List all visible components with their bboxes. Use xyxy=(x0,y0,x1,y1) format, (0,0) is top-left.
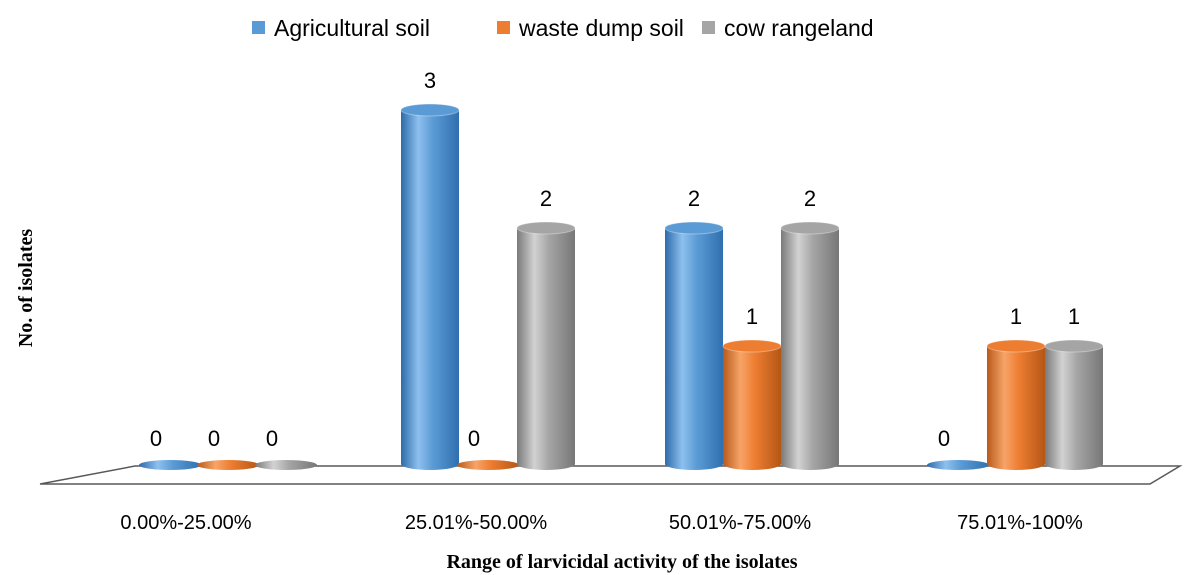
bar-agricultural-soil-3-body xyxy=(665,228,723,470)
bar-waste-dump-soil-2 xyxy=(457,460,519,470)
data-label-cow-rangeland-3: 2 xyxy=(804,186,816,211)
x-tick-labels: 0.00%-25.00% 25.01%-50.00% 50.01%-75.00% 75… xyxy=(120,512,1083,534)
bar-agricultural-soil-3-cap xyxy=(664,221,724,235)
legend-item-agricultural-soil: Agricultural soil xyxy=(252,15,430,41)
data-label-agricultural-soil-2: 3 xyxy=(424,68,436,93)
bar-waste-dump-soil-3 xyxy=(722,339,782,470)
bar-waste-dump-soil-4 xyxy=(986,339,1046,470)
data-label-waste-dump-soil-3: 1 xyxy=(746,304,758,329)
bar-cow-rangeland-2-body xyxy=(517,228,575,470)
x-axis-title: Range of larvicidal activity of the isol… xyxy=(446,551,797,573)
bar-waste-dump-soil-4-body xyxy=(987,346,1045,470)
x-tick-label-1: 0.00%-25.00% xyxy=(120,512,251,534)
bar-agricultural-soil-1-disc xyxy=(139,460,201,470)
legend: Agricultural soil waste dump soil cow rang… xyxy=(252,15,874,41)
data-label-cow-rangeland-4: 1 xyxy=(1068,304,1080,329)
bar-cow-rangeland-4 xyxy=(1044,339,1104,470)
data-label-agricultural-soil-3: 2 xyxy=(688,186,700,211)
bar-waste-dump-soil-2-disc xyxy=(457,460,519,470)
bar-cow-rangeland-2-cap xyxy=(516,221,576,235)
y-axis-title: No. of isolates xyxy=(15,229,37,348)
x-tick-label-2: 25.01%-50.00% xyxy=(405,512,548,534)
bar-waste-dump-soil-3-cap xyxy=(722,339,782,353)
chart-floor xyxy=(39,465,1183,485)
legend-item-cow-rangeland: cow rangeland xyxy=(702,15,874,41)
bar-agricultural-soil-4-disc xyxy=(927,460,989,470)
data-label-agricultural-soil-1: 0 xyxy=(150,426,162,451)
legend-swatch-waste-dump-soil xyxy=(497,21,510,34)
bar-cow-rangeland-4-cap xyxy=(1044,339,1104,353)
data-label-cow-rangeland-1: 0 xyxy=(266,426,278,451)
legend-label-agricultural-soil: Agricultural soil xyxy=(274,15,430,41)
x-tick-label-4: 75.01%-100% xyxy=(957,512,1083,534)
legend-item-waste-dump-soil: waste dump soil xyxy=(497,15,684,41)
bar-cow-rangeland-1 xyxy=(255,460,317,470)
bar-agricultural-soil-3 xyxy=(664,221,724,470)
bar-cow-rangeland-3-cap xyxy=(780,221,840,235)
bar-waste-dump-soil-1 xyxy=(197,460,259,470)
data-label-waste-dump-soil-2: 0 xyxy=(468,426,480,451)
bar-cow-rangeland-1-disc xyxy=(255,460,317,470)
data-label-agricultural-soil-4: 0 xyxy=(938,426,950,451)
bar-waste-dump-soil-4-cap xyxy=(986,339,1046,353)
bar-cow-rangeland-3 xyxy=(780,221,840,470)
legend-swatch-cow-rangeland xyxy=(702,21,715,34)
bar-agricultural-soil-4 xyxy=(927,460,989,470)
bar-waste-dump-soil-3-body xyxy=(723,346,781,470)
data-label-waste-dump-soil-4: 1 xyxy=(1010,304,1022,329)
legend-swatch-agricultural-soil xyxy=(252,21,265,34)
legend-label-cow-rangeland: cow rangeland xyxy=(724,15,874,41)
bar-waste-dump-soil-1-disc xyxy=(197,460,259,470)
bar-cow-rangeland-3-body xyxy=(781,228,839,470)
bar-agricultural-soil-2-cap xyxy=(400,103,460,117)
bar-agricultural-soil-2-body xyxy=(401,110,459,470)
bar-agricultural-soil-1 xyxy=(139,460,201,470)
bar-cow-rangeland-2 xyxy=(516,221,576,470)
x-tick-label-3: 50.01%-75.00% xyxy=(669,512,812,534)
bar-cow-rangeland-4-body xyxy=(1045,346,1103,470)
legend-label-waste-dump-soil: waste dump soil xyxy=(518,15,684,41)
bar-agricultural-soil-2 xyxy=(400,103,460,470)
data-label-cow-rangeland-2: 2 xyxy=(540,186,552,211)
data-label-waste-dump-soil-1: 0 xyxy=(208,426,220,451)
data-labels: 0 0 0 3 0 2 2 1 2 0 1 1 xyxy=(150,68,1080,451)
bars xyxy=(139,103,1104,470)
